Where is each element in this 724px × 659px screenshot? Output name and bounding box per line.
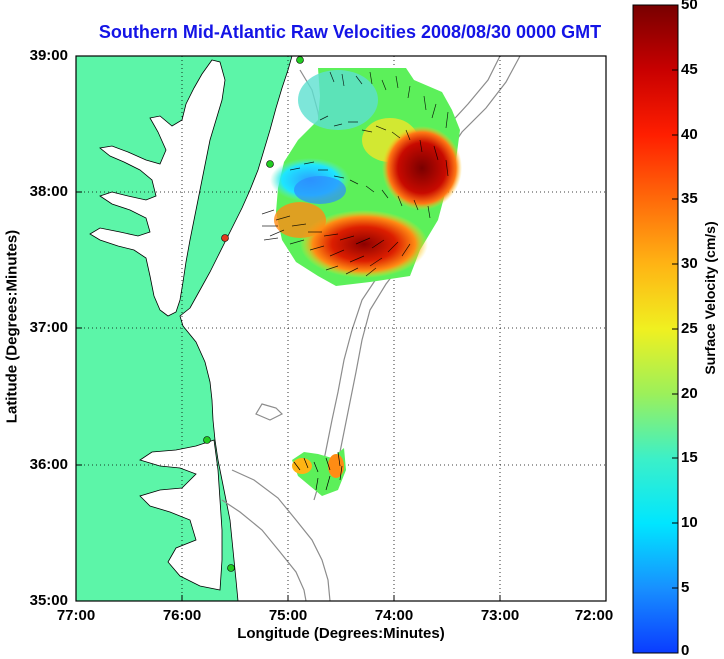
radar-stations [203,56,304,572]
x-tick: 72:00 [574,607,614,624]
colorbar-tick: 35 [681,190,698,207]
colorbar-tick: 50 [681,0,698,13]
velocity-field-main [261,68,462,286]
y-tick: 39:00 [29,47,68,64]
y-axis-label: Latitude (Degrees:Minutes) [3,229,21,424]
colorbar [632,4,679,654]
y-tick: 36:00 [29,456,68,473]
colorbar-tick: 5 [681,579,690,596]
x-tick: 75:00 [268,607,308,624]
sound-water [139,439,223,591]
land-mass [76,56,293,601]
colorbar-tick: 40 [681,126,698,143]
x-tick: 76:00 [162,607,202,624]
y-tick: 37:00 [29,319,68,336]
colorbar-tick: 25 [681,320,698,337]
x-axis-label: Longitude (Degrees:Minutes) [237,625,445,642]
x-tick: 74:00 [374,607,414,624]
colorbar-ticks [672,69,678,589]
colorbar-tick: 15 [681,449,698,466]
y-tick: 38:00 [29,183,68,200]
x-tick: 77:00 [56,607,96,624]
station-marker [227,564,235,572]
chesapeake-bay [89,59,226,317]
velocity-field-south [292,448,346,496]
colorbar-tick: 0 [681,642,690,659]
x-tick: 73:00 [480,607,520,624]
station-marker [203,436,211,444]
axis-ticks [76,191,501,601]
colorbar-tick: 45 [681,61,698,78]
y-tick: 35:00 [29,592,68,609]
colorbar-tick: 20 [681,385,698,402]
colorbar-label: Surface Velocity (cm/s) [702,221,718,375]
map-title: Southern Mid-Atlantic Raw Velocities 200… [98,22,602,42]
colorbar-tick: 10 [681,514,698,531]
station-marker [221,234,229,242]
station-marker [296,56,304,64]
colorbar-tick: 30 [681,255,698,272]
station-marker [266,160,274,168]
